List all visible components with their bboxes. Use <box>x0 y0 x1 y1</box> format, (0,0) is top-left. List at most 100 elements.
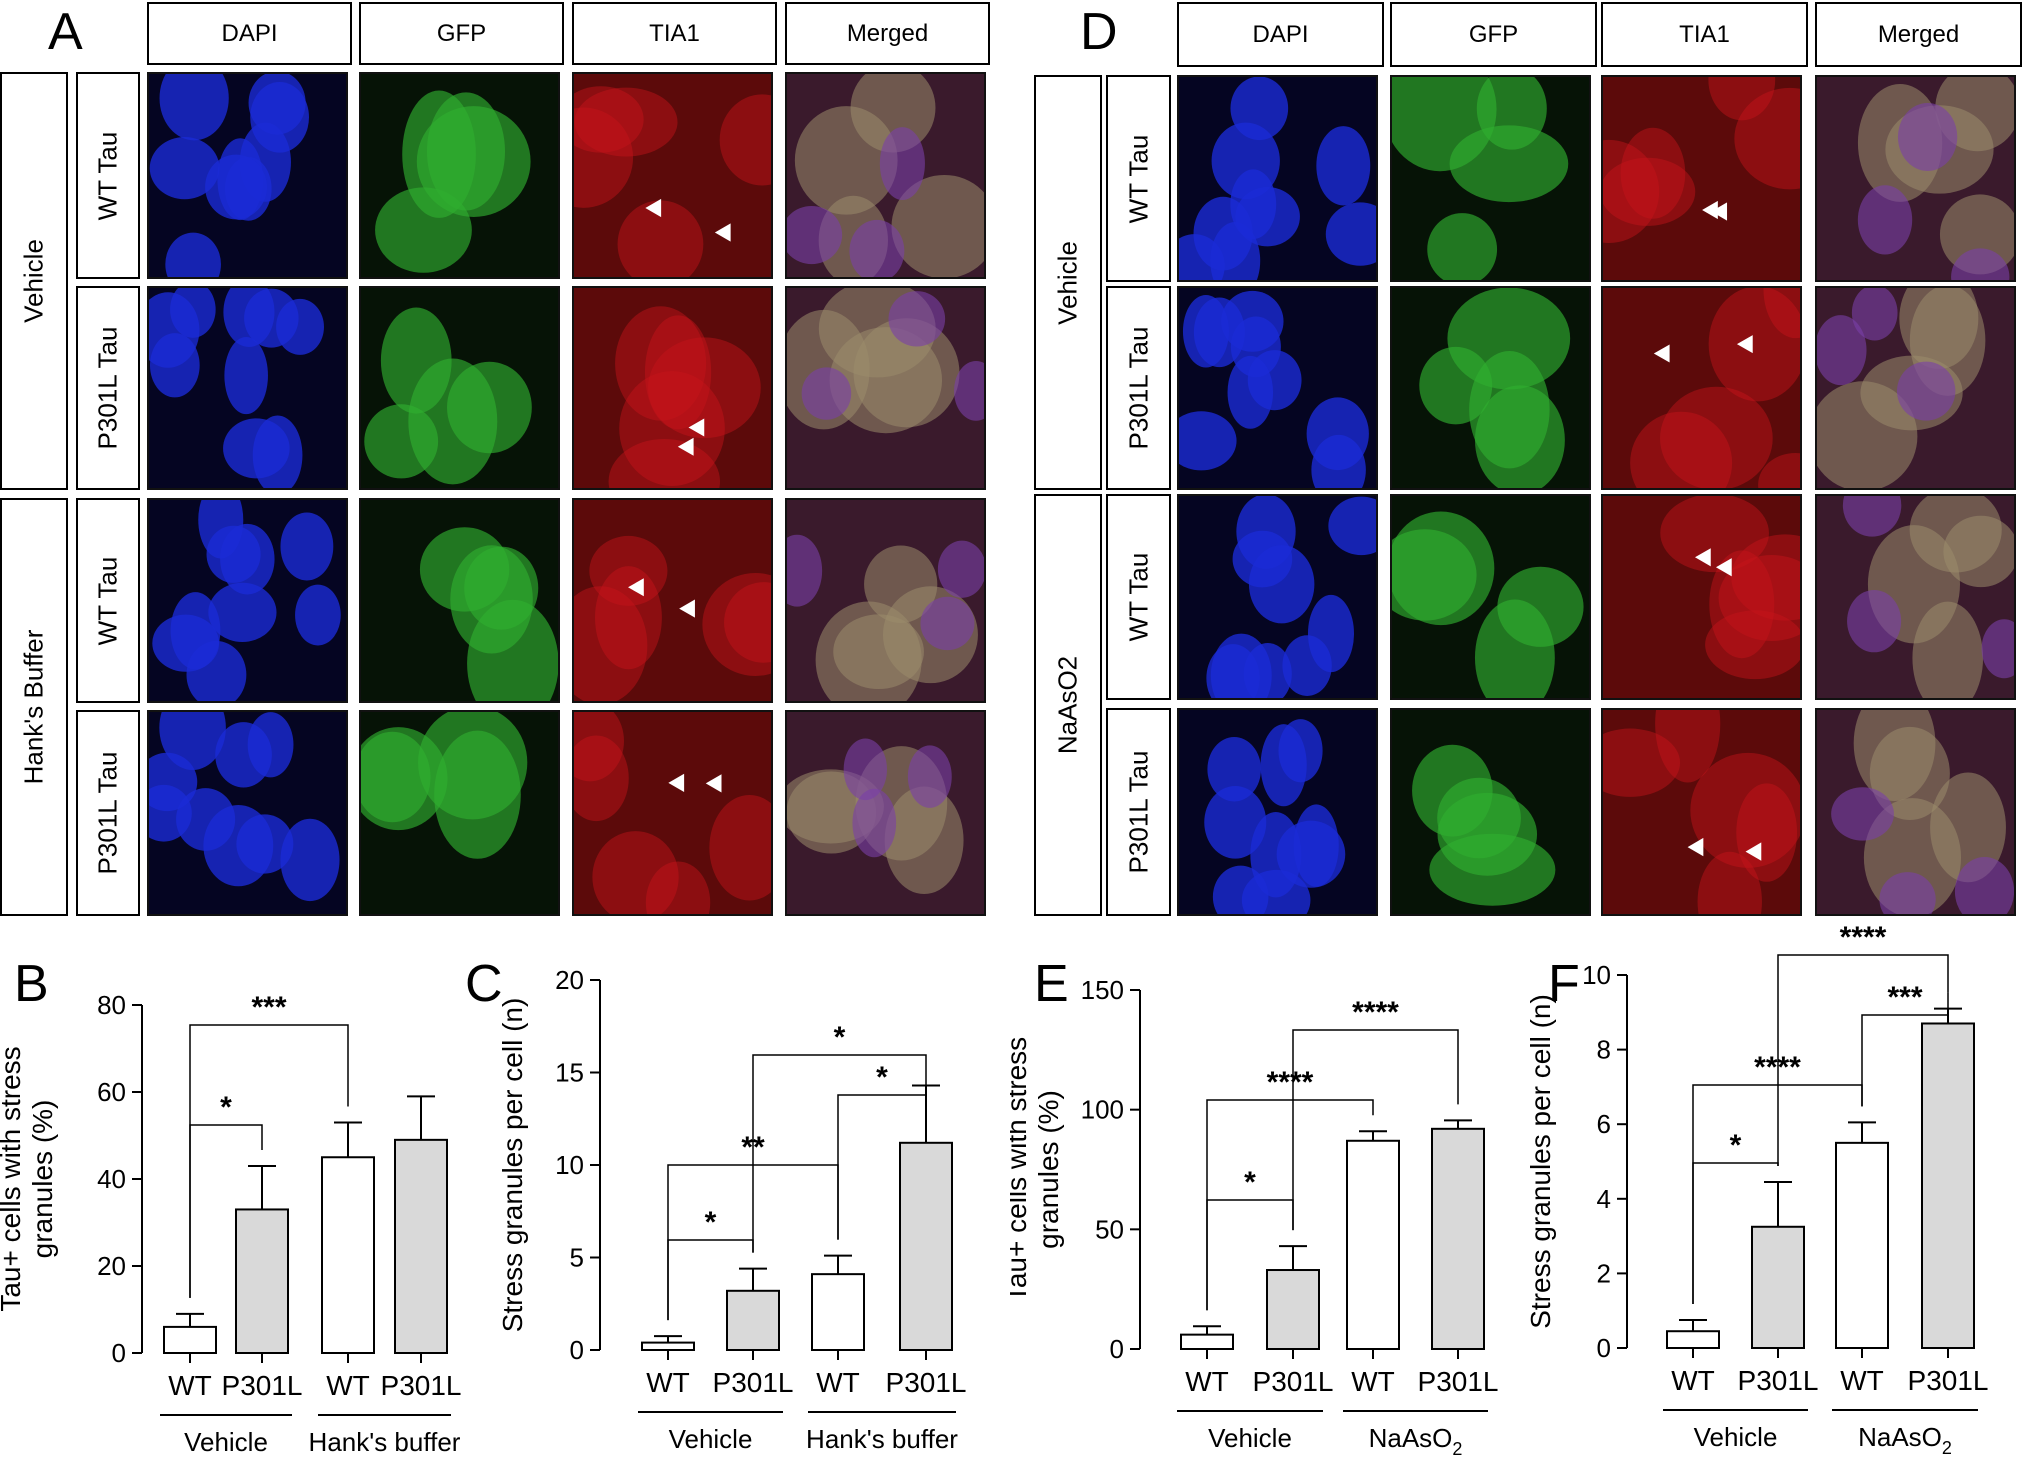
panel-a-row-label-1-text: WT Tau <box>92 131 123 220</box>
chart-f-sig-label-4: **** <box>1840 921 1887 954</box>
panel-a-header-dapi: DAPI <box>147 2 352 65</box>
chart-f-y-tick-label: 10 <box>1582 960 1611 990</box>
chart-c-y-tick-label: 20 <box>555 970 584 995</box>
chart-f-group-label-1: Vehicle <box>1694 1422 1778 1452</box>
panel-a-tile-r1-tia1 <box>572 72 773 279</box>
panel-d-condition-naaso2-label: NaAsO2 <box>1052 655 1083 755</box>
chart-c-group-label-2: Hank's buffer <box>806 1424 958 1454</box>
chart-f-x-label-4: P301L <box>1908 1365 1989 1396</box>
panel-a-condition-vehicle: Vehicle <box>0 72 68 490</box>
panel-a-tile-r4-gfp <box>359 710 560 916</box>
chart-e-bar-3 <box>1346 1139 1400 1350</box>
panel-d-letter: D <box>1080 3 1118 61</box>
chart-f-sig-label-1: * <box>1730 1129 1742 1162</box>
panel-d-row-label-1: WT Tau <box>1106 75 1171 282</box>
panel-a-row-label-3: WT Tau <box>76 498 140 703</box>
chart-e-sig-bracket-2 <box>1206 1099 1374 1311</box>
chart-b-x-label-1: WT <box>168 1370 212 1401</box>
chart-b-sig-label-2: *** <box>251 991 286 1024</box>
chart-b-y-label: Tau+ cells with stressgranules (%) <box>0 1046 58 1311</box>
panel-a-tile-r3-dapi <box>147 498 348 703</box>
chart-e: 0 50 100 150 Tau+ cells with stressgranules … <box>1010 975 1499 1458</box>
chart-e-x-label-2: P301L <box>1253 1366 1334 1397</box>
chart-b-bar-2 <box>235 1208 289 1354</box>
chart-e-group-label-2: NaAsO2 <box>1369 1423 1463 1458</box>
panel-d-tile-r3-merged <box>1815 494 2016 700</box>
panel-d-condition-naaso2: NaAsO2 <box>1034 494 1102 916</box>
chart-b-y-tick-label: 60 <box>97 1077 126 1107</box>
chart-c-bar-4 <box>899 1141 953 1351</box>
panel-d-tile-r1-gfp <box>1390 75 1591 282</box>
chart-b: 0 20 40 60 80 Tau+ cells with stressgranules … <box>0 990 462 1457</box>
chart-c-x-label-2: P301L <box>713 1367 794 1398</box>
panel-a-row-label-3-text: WT Tau <box>92 556 123 645</box>
chart-f-bar-3 <box>1835 1141 1889 1349</box>
panel-d-tile-r1-merged <box>1815 75 2016 282</box>
panel-d-tile-r3-tia1 <box>1601 494 1802 700</box>
panel-a-tile-r3-tia1 <box>572 498 773 703</box>
chart-f-y-tick-label: 4 <box>1597 1184 1611 1214</box>
chart-f-sig-bracket-4 <box>1777 954 1949 1167</box>
chart-b-sig-label-1: * <box>220 1091 232 1124</box>
chart-e-y-tick-label: 150 <box>1081 975 1124 1005</box>
chart-b-x-label-2: P301L <box>222 1370 303 1401</box>
chart-b-x-label-4: P301L <box>381 1370 462 1401</box>
chart-f-x-label-2: P301L <box>1738 1365 1819 1396</box>
chart-b-y-tick-label: 0 <box>112 1338 126 1368</box>
panel-d-tile-r4-dapi <box>1177 708 1378 916</box>
panel-a-row-label-2-text: P301L Tau <box>92 326 123 450</box>
panel-f-letter: F <box>1548 955 1580 1013</box>
panel-a-tile-r1-dapi <box>147 72 348 279</box>
chart-c-sig-label-3: * <box>876 1061 888 1094</box>
chart-f-group-label-2: NaAsO2 <box>1858 1422 1952 1458</box>
panel-a-tile-r2-tia1 <box>572 286 773 490</box>
chart-e-x-label-4: P301L <box>1418 1366 1499 1397</box>
panel-a-letter: A <box>48 3 83 61</box>
chart-e-sig-label-3: **** <box>1352 996 1399 1029</box>
chart-e-y-tick-label: 0 <box>1110 1334 1124 1364</box>
panel-d-tile-r2-gfp <box>1390 286 1591 490</box>
panel-d-header-merged: Merged <box>1815 2 2022 67</box>
panel-d-tile-r3-dapi <box>1177 494 1378 700</box>
chart-b-y-tick-label: 20 <box>97 1251 126 1281</box>
panel-a-tile-r4-dapi <box>147 710 348 916</box>
panel-d-tile-r2-merged <box>1815 286 2016 490</box>
panel-a-tile-r3-merged <box>785 498 986 703</box>
panel-a-tile-r4-merged <box>785 710 986 916</box>
panel-d-row-label-3-text: WT Tau <box>1123 552 1153 642</box>
panel-a-tile-r2-merged <box>785 286 986 490</box>
chart-c-y-tick-label: 0 <box>570 1335 584 1365</box>
chart-f-x-label-1: WT <box>1671 1365 1715 1396</box>
chart-c-x-label-4: P301L <box>886 1367 967 1398</box>
panel-d-row-label-2-text: P301L Tau <box>1123 326 1153 450</box>
panel-b-letter: B <box>14 955 49 1013</box>
panel-a-row-label-4: P301L Tau <box>76 710 140 916</box>
panel-d-row-label-1-text: WT Tau <box>1123 134 1153 223</box>
panel-a-header-gfp: GFP <box>359 2 564 65</box>
panel-a-header-tia1: TIA1 <box>572 2 777 65</box>
panel-d-tile-r3-gfp <box>1390 494 1591 700</box>
panel-a-tile-r3-gfp <box>359 498 560 703</box>
panel-d-tile-r4-merged <box>1815 708 2016 916</box>
panel-d-row-label-3: WT Tau <box>1106 494 1171 700</box>
panel-a-tile-r2-gfp <box>359 286 560 490</box>
panel-d-header-gfp: GFP <box>1390 2 1597 67</box>
chart-c-y-tick-label: 10 <box>555 1150 584 1180</box>
panel-a-tile-r1-gfp <box>359 72 560 279</box>
panel-d-header-tia1: TIA1 <box>1601 2 1808 67</box>
panel-d-tile-r1-tia1 <box>1601 75 1802 282</box>
chart-b-y-tick-label: 80 <box>97 990 126 1020</box>
chart-f-x-label-3: WT <box>1840 1365 1884 1396</box>
chart-f: 0 2 4 6 8 10 Stress granules per cell (n) WT P30… <box>1530 921 1989 1458</box>
chart-b-bar-4 <box>394 1138 448 1354</box>
panel-e-letter: E <box>1034 955 1069 1013</box>
chart-e-y-tick-label: 100 <box>1081 1095 1124 1125</box>
chart-e-x-label-1: WT <box>1185 1366 1229 1397</box>
chart-c-bar-2 <box>726 1289 780 1351</box>
panel-a-row-label-4-text: P301L Tau <box>92 751 123 875</box>
panel-d-header-dapi: DAPI <box>1177 2 1384 67</box>
chart-f-bar-2 <box>1751 1225 1805 1349</box>
chart-f-sig-bracket-3 <box>1861 992 1949 1107</box>
chart-c-sig-label-1: * <box>705 1206 717 1239</box>
chart-b-group-label-1: Vehicle <box>184 1427 268 1457</box>
